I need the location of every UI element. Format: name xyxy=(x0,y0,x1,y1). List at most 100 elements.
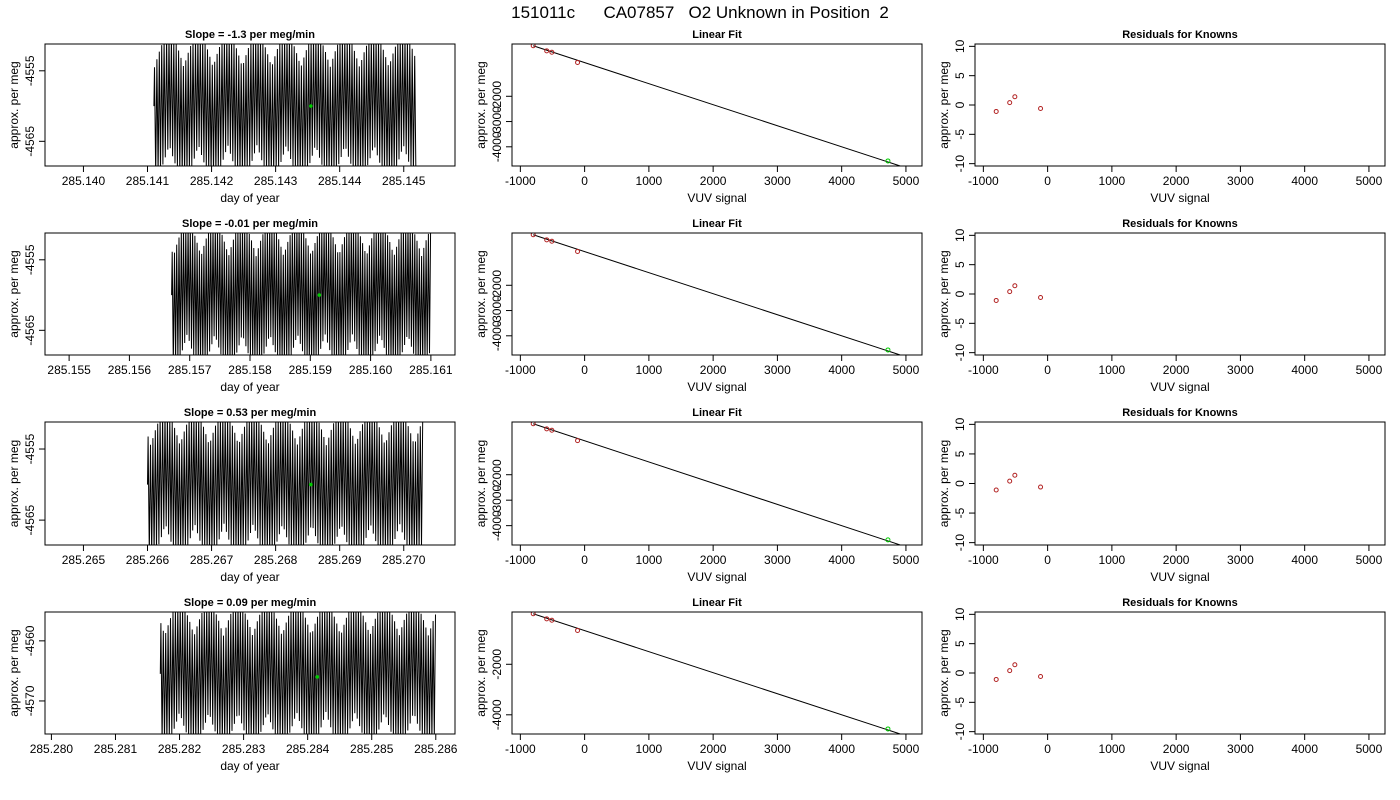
residual-point xyxy=(993,676,999,682)
x-tick-label: 2000 xyxy=(1163,553,1190,567)
y-axis-label: approx. per meg xyxy=(937,440,951,527)
x-tick-label: 0 xyxy=(581,742,588,756)
unknown-point xyxy=(885,158,891,164)
plot-frame xyxy=(511,611,923,735)
fit-line xyxy=(533,234,902,355)
known-point xyxy=(530,612,536,617)
plot-area xyxy=(147,422,424,545)
panel-3-1: Slope = 0.53 per meg/min day of year appro… xyxy=(7,407,456,584)
known-point xyxy=(544,237,550,243)
y-tick-label: -4555 xyxy=(23,55,37,86)
y-axis-label: approx. per meg xyxy=(7,440,21,527)
y-tick-label: 10 xyxy=(953,39,967,53)
known-point xyxy=(549,617,555,623)
y-tick-label: -4555 xyxy=(23,433,37,464)
plot-frame xyxy=(974,43,1386,167)
x-tick-label: 0 xyxy=(1044,363,1051,377)
y-axis-label: approx. per meg xyxy=(474,629,488,716)
panel-2-2: Linear Fit VUV signal approx. per meg -1000… xyxy=(474,218,923,394)
x-tick-label: 2000 xyxy=(700,363,727,377)
x-tick-label: 0 xyxy=(1044,742,1051,756)
unknown-point xyxy=(885,347,891,353)
x-tick-label: 1000 xyxy=(636,174,663,188)
x-tick-label: 1000 xyxy=(1099,174,1126,188)
known-point xyxy=(575,59,581,65)
plot-area xyxy=(530,612,902,734)
x-tick-label: 4000 xyxy=(1291,553,1318,567)
known-point xyxy=(544,48,550,54)
y-tick-label: 0 xyxy=(953,669,967,676)
residual-point xyxy=(1007,668,1013,674)
x-tick-label: 3000 xyxy=(1227,553,1254,567)
x-tick-label: 2000 xyxy=(700,174,727,188)
x-tick-label: 285.268 xyxy=(254,553,298,567)
y-axis-label: approx. per meg xyxy=(474,61,488,148)
residual-point xyxy=(993,297,999,303)
fit-line xyxy=(533,423,902,545)
x-axis-label: day of year xyxy=(220,759,279,773)
highlight-point xyxy=(317,293,322,297)
plot-frame xyxy=(974,611,1386,735)
panels: Slope = -1.3 per meg/min day of year appro… xyxy=(7,29,1386,773)
y-tick-label: 0 xyxy=(953,290,967,297)
x-axis-label: VUV signal xyxy=(687,380,746,394)
y-tick-label: -4565 xyxy=(23,315,37,346)
y-tick-label: -2000 xyxy=(490,270,504,301)
panel-1-2: Linear Fit VUV signal approx. per meg -1000… xyxy=(474,29,923,205)
x-tick-label: 4000 xyxy=(828,742,855,756)
residual-point xyxy=(1012,283,1018,289)
data-trace xyxy=(159,612,436,734)
x-tick-label: -1000 xyxy=(968,363,999,377)
known-point xyxy=(544,616,550,622)
x-tick-label: 3000 xyxy=(1227,363,1254,377)
plot-frame xyxy=(44,232,456,356)
panel-title: Linear Fit xyxy=(692,597,742,609)
x-tick-label: 0 xyxy=(1044,174,1051,188)
y-axis-label: approx. per meg xyxy=(7,61,21,148)
unknown-point xyxy=(885,537,891,543)
known-point xyxy=(549,427,555,433)
x-tick-label: 1000 xyxy=(636,553,663,567)
panel-2-1: Slope = -0.01 per meg/min day of year appr… xyxy=(7,218,456,394)
panel-title: Linear Fit xyxy=(692,407,742,419)
x-tick-label: 285.284 xyxy=(286,742,330,756)
y-tick-label: 5 xyxy=(953,72,967,79)
x-tick-label: 285.145 xyxy=(382,174,426,188)
x-tick-label: 285.143 xyxy=(254,174,298,188)
x-tick-label: 285.157 xyxy=(168,363,212,377)
y-tick-label: -4000 xyxy=(490,699,504,730)
residual-point xyxy=(993,108,999,114)
panel-title: Slope = 0.09 per meg/min xyxy=(184,597,317,609)
x-tick-label: 285.141 xyxy=(126,174,170,188)
residual-point xyxy=(1038,484,1044,490)
x-tick-label: 285.161 xyxy=(409,363,453,377)
x-tick-label: 285.266 xyxy=(126,553,170,567)
x-tick-label: 5000 xyxy=(1356,363,1383,377)
known-point xyxy=(575,438,581,444)
x-tick-label: 5000 xyxy=(1356,174,1383,188)
plot-area xyxy=(530,44,902,166)
y-tick-label: -4570 xyxy=(23,685,37,716)
x-tick-label: 285.270 xyxy=(382,553,426,567)
y-axis-label: approx. per meg xyxy=(7,629,21,716)
figure-title: 151011c CA07857 O2 Unknown in Position 2 xyxy=(511,3,889,22)
x-tick-label: 285.269 xyxy=(318,553,362,567)
x-tick-label: 1000 xyxy=(636,742,663,756)
y-tick-label: -4565 xyxy=(23,126,37,157)
x-axis-label: VUV signal xyxy=(687,759,746,773)
x-axis-label: VUV signal xyxy=(1150,380,1209,394)
y-tick-label: -4000 xyxy=(490,510,504,541)
unknown-point xyxy=(885,726,891,732)
panel-title: Residuals for Knowns xyxy=(1122,218,1238,230)
y-tick-label: 10 xyxy=(953,417,967,431)
residual-point xyxy=(993,487,999,493)
y-tick-label: -5 xyxy=(953,318,967,329)
x-tick-label: 285.282 xyxy=(158,742,202,756)
x-tick-label: 5000 xyxy=(893,553,920,567)
x-axis-label: VUV signal xyxy=(1150,570,1209,584)
x-axis-label: VUV signal xyxy=(687,191,746,205)
x-tick-label: 3000 xyxy=(1227,742,1254,756)
y-tick-label: -2000 xyxy=(490,649,504,680)
x-tick-label: 2000 xyxy=(700,742,727,756)
panel-title: Slope = 0.53 per meg/min xyxy=(184,407,317,419)
